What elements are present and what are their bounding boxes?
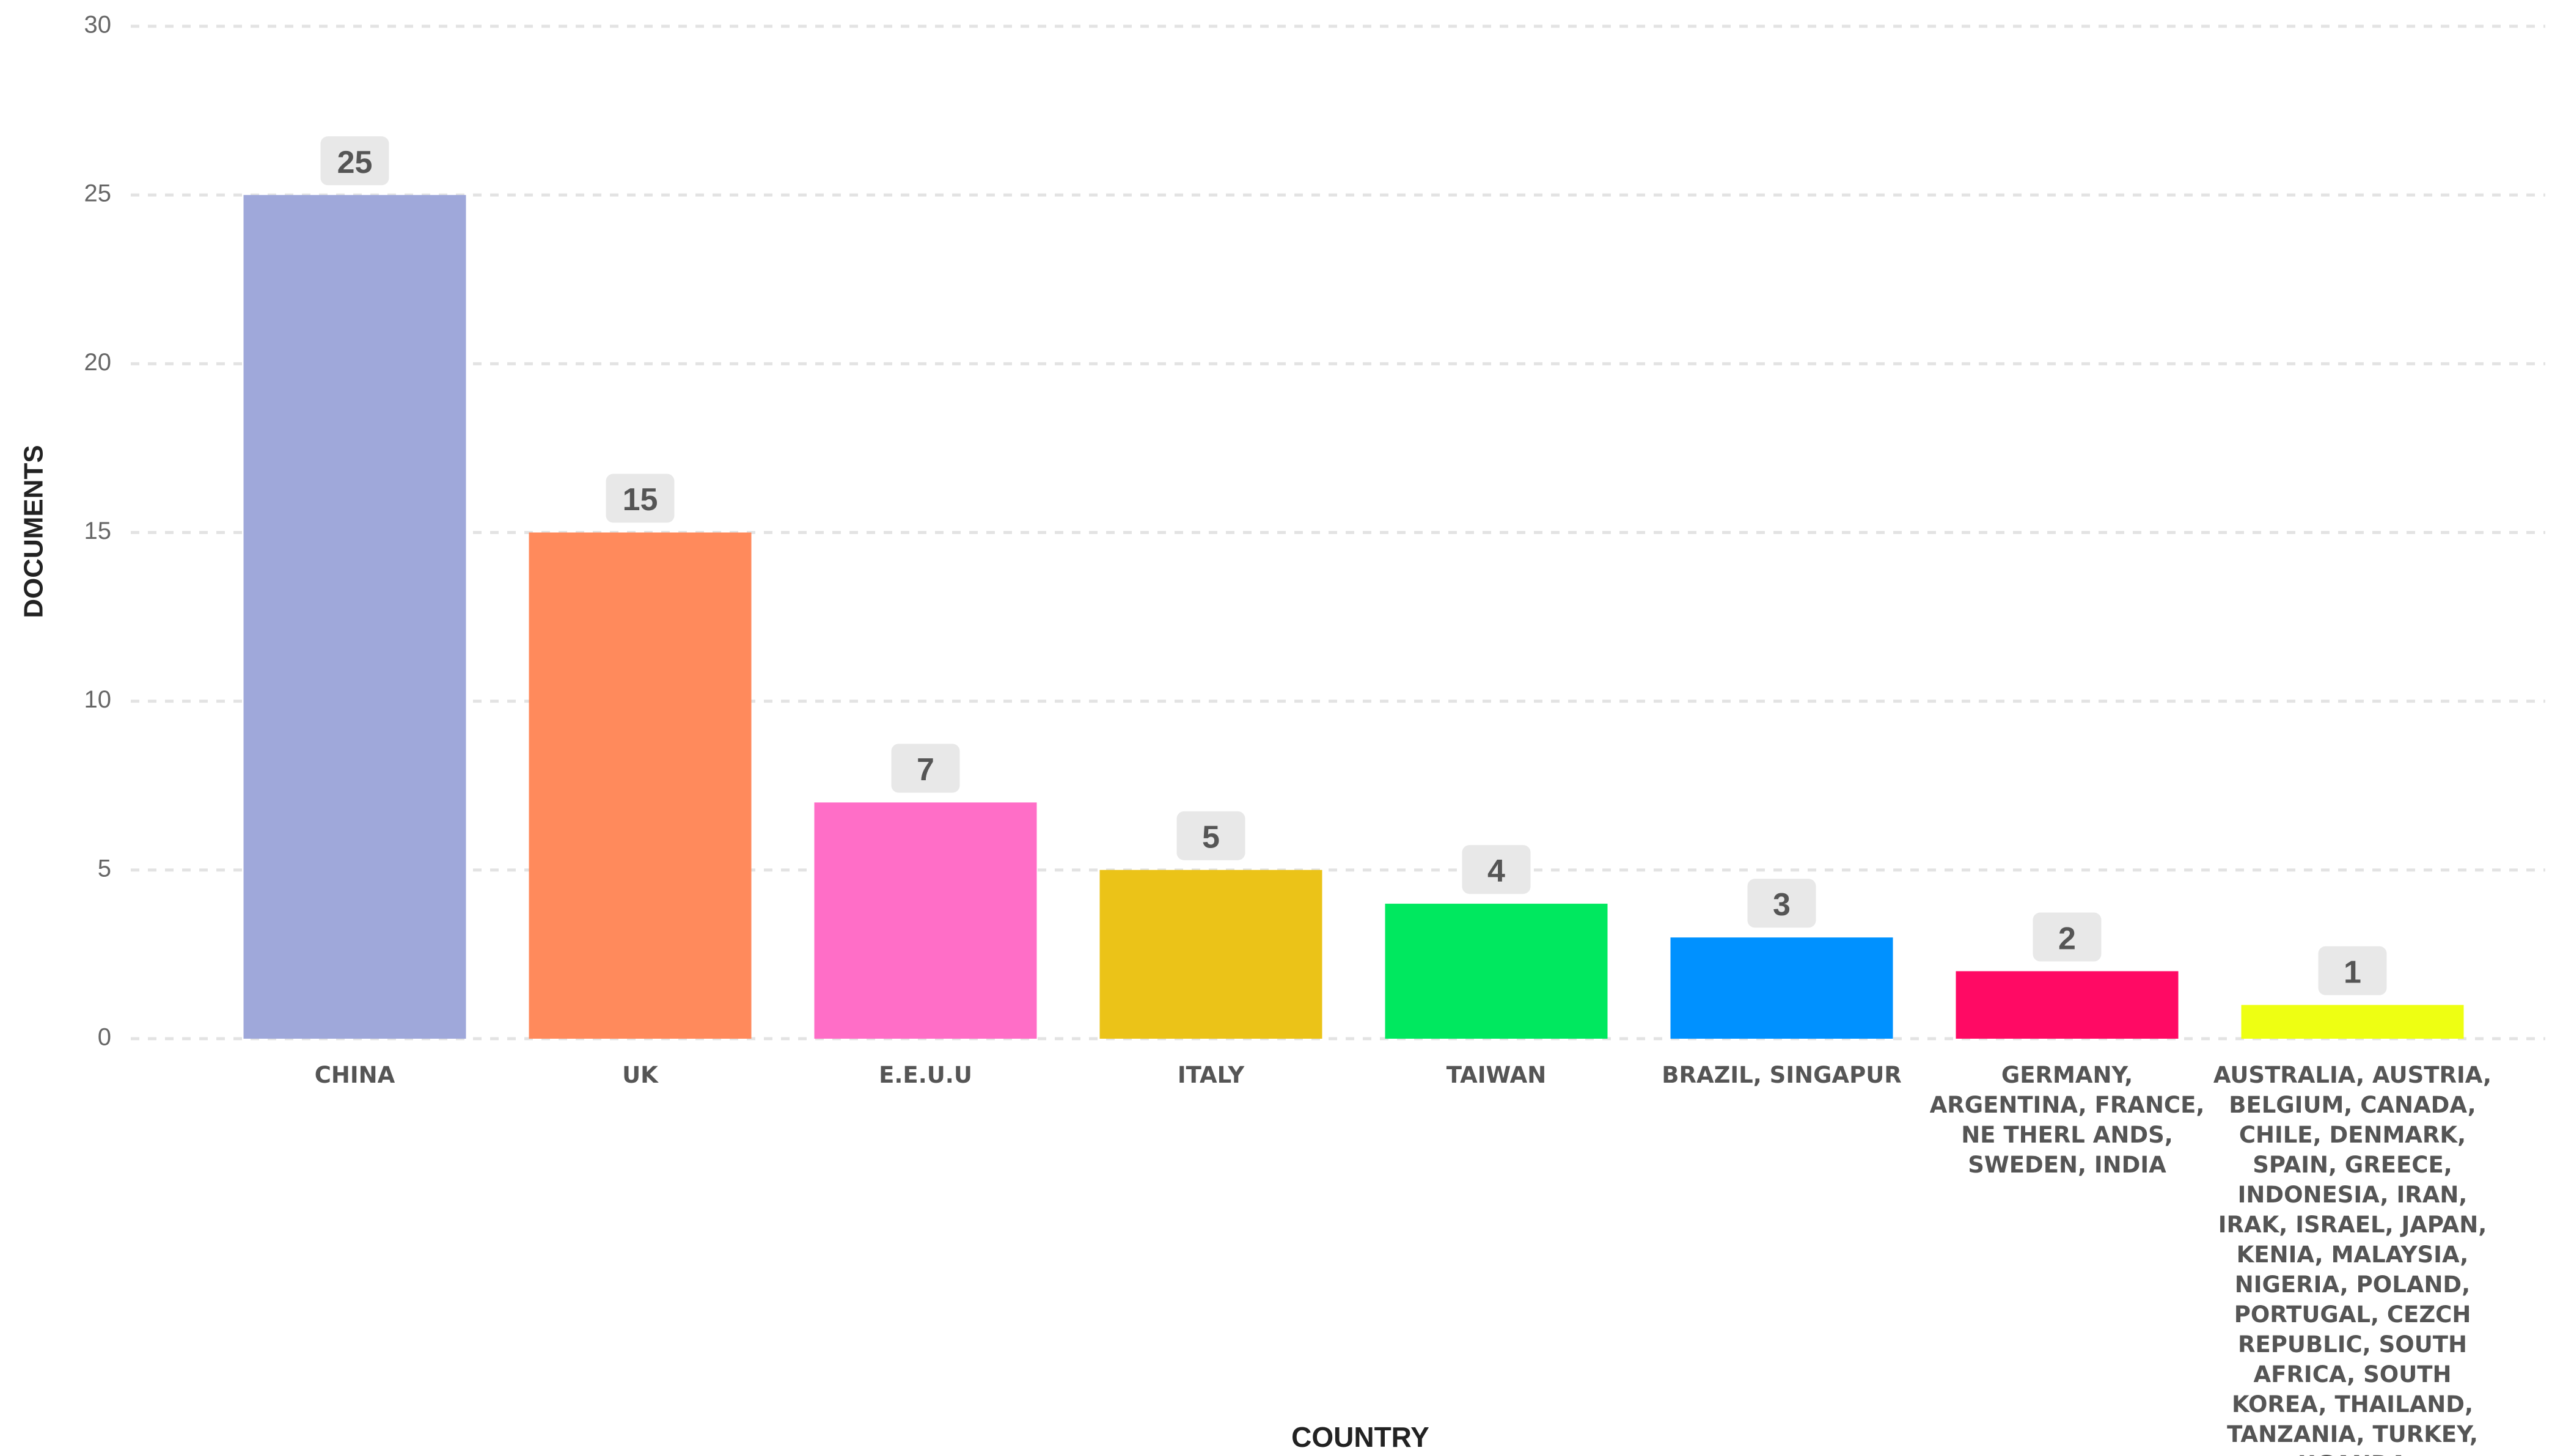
y-tick-label: 15 — [84, 518, 112, 544]
value-label: 4 — [1487, 854, 1505, 889]
value-label-box — [606, 474, 675, 523]
y-tick-label: 10 — [84, 686, 112, 713]
value-label: 7 — [917, 752, 934, 788]
bar — [814, 802, 1037, 1039]
bar — [2241, 1004, 2464, 1039]
y-tick-label: 30 — [84, 12, 112, 38]
x-tick-label: ITALY — [1177, 1062, 1245, 1088]
value-label-box — [1462, 845, 1531, 894]
value-label: 25 — [337, 145, 373, 180]
y-tick-label: 25 — [84, 180, 112, 207]
bar — [529, 532, 752, 1039]
x-axis-title: COUNTRY — [1291, 1421, 1429, 1453]
y-tick-label: 20 — [84, 349, 112, 376]
bar — [1956, 971, 2179, 1039]
x-tick-label: AUSTRALIA, AUSTRIA, BELGIUM, CANADA, CHI… — [2213, 1062, 2492, 1456]
bar — [1099, 869, 1322, 1039]
y-tick-label: 5 — [98, 855, 111, 882]
value-label: 3 — [1773, 887, 1791, 923]
value-label: 5 — [1202, 820, 1220, 855]
x-tick-label: UK — [622, 1062, 658, 1088]
x-tick-label: BRAZIL, SINGAPUR — [1662, 1062, 1902, 1088]
x-tick-label: CHINA — [314, 1062, 395, 1088]
value-label-box — [2033, 912, 2102, 962]
y-tick-label: 0 — [98, 1024, 111, 1051]
y-axis-title: DOCUMENTS — [19, 445, 49, 618]
x-tick-label: E.E.U.U — [879, 1062, 972, 1088]
x-tick-label: TAIWAN — [1446, 1062, 1547, 1088]
value-label-box — [320, 136, 389, 186]
value-label-box — [2318, 946, 2387, 995]
value-label: 2 — [2058, 921, 2076, 956]
bar — [243, 195, 466, 1039]
value-label-box — [1747, 879, 1816, 928]
value-label-box — [1176, 811, 1245, 860]
value-label: 1 — [2344, 955, 2361, 990]
value-label: 15 — [623, 482, 658, 518]
x-tick-label: GERMANY, ARGENTINA, FRANCE, NE THERL AND… — [1929, 1062, 2205, 1178]
value-label-box — [891, 744, 960, 793]
bar — [1670, 937, 1893, 1039]
bar — [1385, 904, 1608, 1039]
